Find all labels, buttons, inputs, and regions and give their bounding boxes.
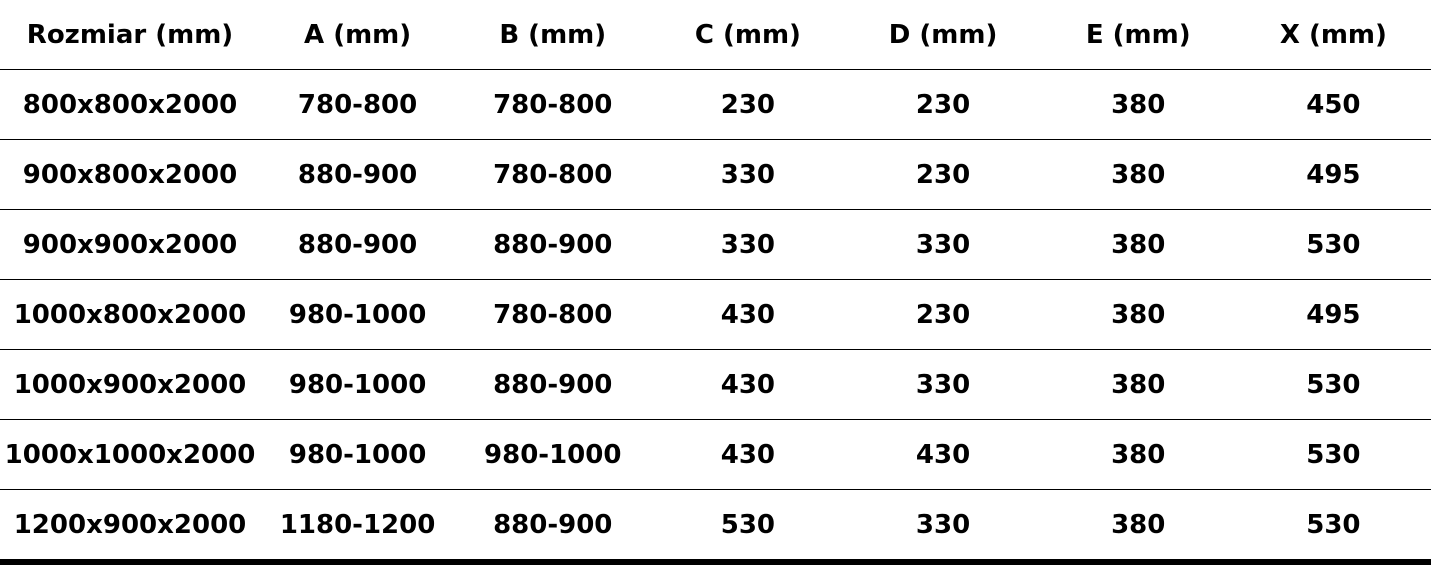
table-cell: 900x800x2000 [0,139,260,210]
table-cell: 330 [650,139,846,210]
header-cell: B (mm) [455,0,651,70]
table-cell: 980-1000 [260,349,456,420]
table-cell: 1000x1000x2000 [0,419,260,490]
table-cell: 450 [1235,69,1431,140]
table-cell: 380 [1040,489,1236,565]
table-cell: 800x800x2000 [0,69,260,140]
table-row: 1200x900x2000 1180-1200 880-900 530 330 380 53… [0,489,1431,565]
table-row: 900x800x2000 880-900 780-800 330 230 380 495 [0,139,1431,210]
table-cell: 780-800 [455,69,651,140]
table-cell: 380 [1040,69,1236,140]
table-body: 800x800x2000 780-800 780-800 230 230 380 450 90… [0,69,1431,565]
table-cell: 380 [1040,349,1236,420]
header-cell: C (mm) [650,0,846,70]
table-cell: 380 [1040,139,1236,210]
table-cell: 880-900 [455,349,651,420]
table-cell: 330 [650,209,846,280]
table-cell: 880-900 [455,489,651,565]
table-row: 900x900x2000 880-900 880-900 330 330 380 530 [0,209,1431,280]
table-cell: 530 [1235,209,1431,280]
table-cell: 380 [1040,209,1236,280]
table-cell: 880-900 [260,209,456,280]
table-cell: 495 [1235,279,1431,350]
header-cell: D (mm) [845,0,1041,70]
header-cell: A (mm) [260,0,456,70]
table-cell: 900x900x2000 [0,209,260,280]
table-cell: 530 [1235,419,1431,490]
table-row: 1000x1000x2000 980-1000 980-1000 430 430 380 5… [0,419,1431,490]
table-cell: 330 [845,489,1041,565]
table-cell: 880-900 [260,139,456,210]
table-cell: 430 [650,419,846,490]
table-cell: 980-1000 [260,279,456,350]
table-cell: 430 [845,419,1041,490]
table-cell: 230 [845,139,1041,210]
table-cell: 1000x800x2000 [0,279,260,350]
table-cell: 495 [1235,139,1431,210]
table-row: 800x800x2000 780-800 780-800 230 230 380 450 [0,69,1431,140]
table-cell: 980-1000 [455,419,651,490]
table-cell: 1200x900x2000 [0,489,260,565]
table-cell: 780-800 [455,139,651,210]
header-row: Rozmiar (mm) A (mm) B (mm) C (mm) D (mm) E (m… [0,0,1431,70]
table-cell: 380 [1040,419,1236,490]
table-cell: 230 [845,69,1041,140]
table-cell: 230 [650,69,846,140]
table-row: 1000x800x2000 980-1000 780-800 430 230 380 495 [0,279,1431,350]
table-cell: 430 [650,349,846,420]
table-cell: 1180-1200 [260,489,456,565]
header-cell: X (mm) [1235,0,1431,70]
header-cell: Rozmiar (mm) [0,0,260,70]
table-cell: 430 [650,279,846,350]
table-cell: 380 [1040,279,1236,350]
table-cell: 1000x900x2000 [0,349,260,420]
table-row: 1000x900x2000 980-1000 880-900 430 330 380 530 [0,349,1431,420]
table-cell: 980-1000 [260,419,456,490]
table-cell: 880-900 [455,209,651,280]
table-cell: 530 [1235,489,1431,565]
header-cell: E (mm) [1040,0,1236,70]
table-cell: 530 [650,489,846,565]
table-cell: 530 [1235,349,1431,420]
table-cell: 330 [845,209,1041,280]
table-cell: 780-800 [260,69,456,140]
table-cell: 330 [845,349,1041,420]
table-cell: 780-800 [455,279,651,350]
table-cell: 230 [845,279,1041,350]
